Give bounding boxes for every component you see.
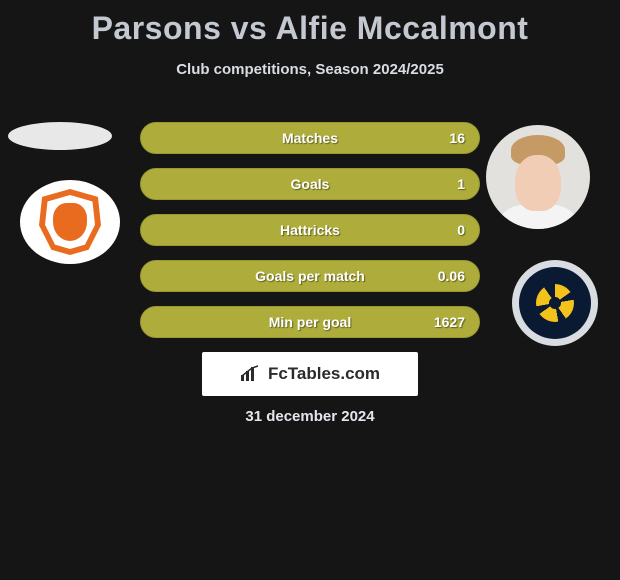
- team-right-badge: [512, 260, 598, 346]
- stat-label: Hattricks: [280, 222, 340, 238]
- stat-value-right: 1627: [434, 314, 465, 330]
- team-left-badge: [20, 180, 120, 264]
- watermark: FcTables.com: [202, 352, 418, 396]
- stat-row-min-per-goal: Min per goal 1627: [140, 306, 480, 338]
- stat-label: Goals per match: [255, 268, 365, 284]
- stat-row-matches: Matches 16: [140, 122, 480, 154]
- watermark-text: FcTables.com: [268, 364, 380, 384]
- page-title: Parsons vs Alfie Mccalmont: [0, 0, 620, 47]
- stats-container: Matches 16 Goals 1 Hattricks 0 Goals per…: [140, 122, 480, 352]
- stat-row-hattricks: Hattricks 0: [140, 214, 480, 246]
- badge-ring: [519, 267, 591, 339]
- page-subtitle: Club competitions, Season 2024/2025: [0, 61, 620, 78]
- swirl-icon: [536, 284, 574, 322]
- player-right-avatar: [486, 125, 590, 229]
- date-label: 31 december 2024: [0, 408, 620, 425]
- shield-inner-icon: [53, 203, 87, 241]
- stat-label: Goals: [291, 176, 330, 192]
- player-left-avatar: [8, 122, 112, 150]
- stat-value-right: 0: [457, 222, 465, 238]
- stat-value-right: 16: [449, 130, 465, 146]
- avatar-head: [515, 155, 561, 211]
- stat-row-goals: Goals 1: [140, 168, 480, 200]
- barchart-icon: [240, 365, 262, 383]
- stat-label: Matches: [282, 130, 338, 146]
- stat-label: Min per goal: [269, 314, 351, 330]
- stat-value-right: 1: [457, 176, 465, 192]
- stat-row-goals-per-match: Goals per match 0.06: [140, 260, 480, 292]
- stat-value-right: 0.06: [438, 268, 465, 284]
